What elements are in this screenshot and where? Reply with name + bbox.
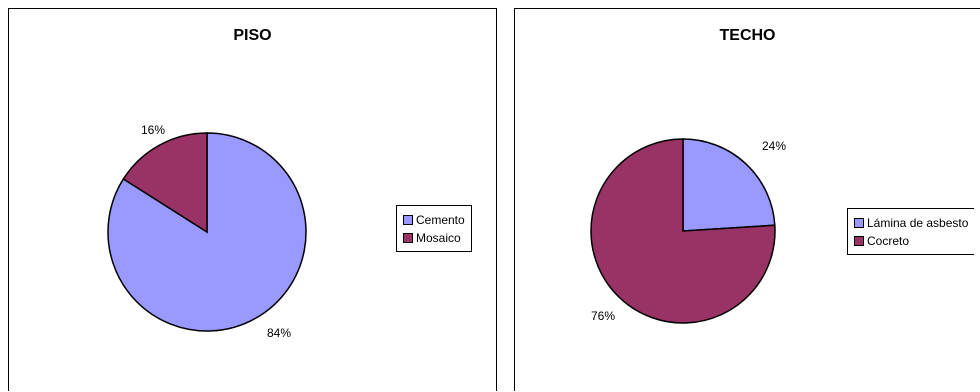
legend-label-mosaico: Mosaico bbox=[416, 231, 461, 245]
legend-item-cocreto: Cocreto bbox=[854, 232, 968, 250]
data-label-mosaico: 16% bbox=[141, 123, 165, 137]
legend-piso: Cemento Mosaico bbox=[396, 205, 472, 252]
legend-label-cocreto: Cocreto bbox=[867, 234, 910, 248]
data-label-lamina-de-asbesto: 24% bbox=[762, 139, 786, 153]
pie-slice-lamina-de-asbesto bbox=[682, 138, 776, 232]
chart-title: PISO bbox=[233, 27, 272, 44]
legend-swatch-mosaico bbox=[403, 233, 413, 243]
legend-swatch-cocreto bbox=[854, 236, 864, 246]
legend-item-mosaico: Mosaico bbox=[403, 229, 465, 247]
pie-slice-cocreto bbox=[590, 138, 776, 324]
legend-swatch-cemento bbox=[403, 215, 413, 225]
pie-chart-piso: 84% 16% bbox=[107, 123, 307, 340]
legend-techo: Lámina de asbesto Cocreto bbox=[847, 208, 975, 255]
pie-slice-mosaico bbox=[122, 132, 208, 234]
chart-panel-piso: PISO 84% 16% Cemento Mosaico bbox=[8, 8, 497, 391]
legend-item-lamina-de-asbesto: Lámina de asbesto bbox=[854, 214, 968, 232]
data-label-cocreto: 76% bbox=[591, 309, 615, 323]
pie-chart-techo: 24% 76% bbox=[590, 138, 786, 324]
legend-swatch-lamina-de-asbesto bbox=[854, 218, 864, 228]
data-label-cemento: 84% bbox=[267, 326, 291, 340]
chart-panel-techo: TECHO 24% 76% Lámina de asbesto Cocreto bbox=[514, 8, 980, 391]
legend-label-lamina-de-asbesto: Lámina de asbesto bbox=[867, 216, 969, 230]
legend-item-cemento: Cemento bbox=[403, 211, 465, 229]
legend-label-cemento: Cemento bbox=[416, 213, 465, 227]
chart-title: TECHO bbox=[719, 27, 776, 44]
